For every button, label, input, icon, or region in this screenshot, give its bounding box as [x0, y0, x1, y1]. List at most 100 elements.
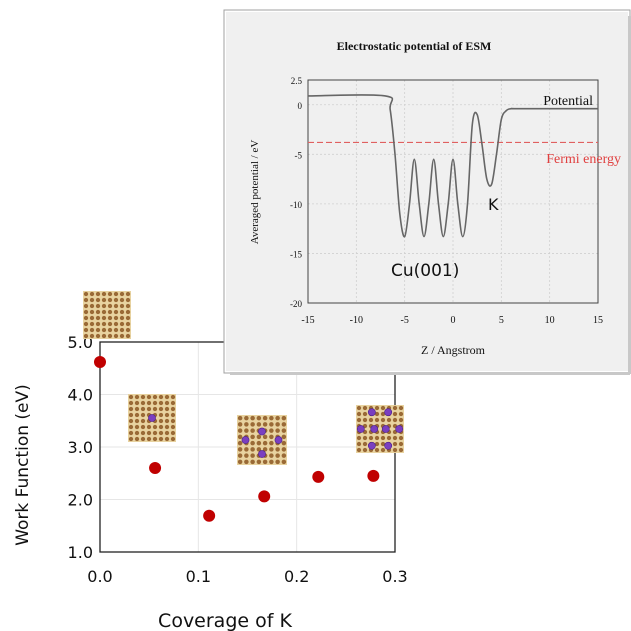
cu-atom: [158, 424, 164, 430]
cu-atom: [89, 321, 95, 327]
cu-atom: [134, 400, 140, 406]
main-data-points: [94, 355, 380, 522]
cu-atom: [237, 447, 243, 452]
cu-atom: [119, 327, 125, 333]
cu-atom: [158, 400, 164, 406]
cu-atom: [269, 453, 274, 458]
cu-atom: [125, 291, 131, 297]
cu-atom: [164, 424, 170, 430]
inset-title: Electrostatic potential of ESM: [337, 39, 492, 53]
cu-atom: [101, 327, 107, 333]
cu-atom: [107, 315, 113, 321]
cu-atom: [113, 333, 119, 339]
cu-atom: [95, 309, 101, 315]
cu-atom: [374, 417, 380, 423]
cu-atom: [356, 411, 362, 417]
cu-atom: [244, 447, 249, 452]
cu-atom: [170, 412, 176, 418]
cu-atom: [95, 315, 101, 321]
inset-shadow-right: [628, 16, 631, 374]
cu-atom: [113, 297, 119, 303]
inset-y-tick-label: 2.5: [291, 76, 303, 86]
cu-atom: [374, 435, 380, 441]
cu-atom: [140, 400, 146, 406]
cu-atom: [113, 327, 119, 333]
work-function-point: [258, 490, 271, 503]
cu-atom: [170, 424, 176, 430]
cu-atom: [152, 436, 158, 442]
cu-atom: [134, 406, 140, 412]
cu-atom: [368, 417, 374, 423]
cu-atom: [158, 412, 164, 418]
cu-atom: [119, 297, 125, 303]
cu-atom: [152, 394, 158, 400]
cu-atom: [392, 417, 398, 423]
lattice-inset-k-4: [237, 415, 287, 465]
cu-atom: [164, 412, 170, 418]
cu-atom: [107, 333, 113, 339]
lattice-inset-k-1: [128, 394, 176, 442]
cu-atom: [83, 327, 89, 333]
cu-atom: [368, 435, 374, 441]
cu-atom: [152, 400, 158, 406]
cu-atom: [152, 424, 158, 430]
cu-atom: [250, 415, 255, 421]
main-x-tick-label: 0.2: [284, 567, 309, 586]
cu-atom: [269, 459, 274, 465]
cu-atom: [107, 309, 113, 315]
cu-atom: [158, 430, 164, 436]
lattice-background: [83, 291, 131, 339]
cu-atom: [164, 400, 170, 406]
cu-atom: [392, 435, 398, 441]
cu-atom: [146, 436, 152, 442]
inset-y-tick-label: -20: [290, 299, 302, 309]
cu-atom: [89, 291, 95, 297]
cu-atom: [95, 291, 101, 297]
cu-atom: [356, 405, 362, 411]
cu-atom: [250, 422, 255, 427]
cu-atom: [125, 327, 131, 333]
cu-atom: [128, 430, 134, 436]
cu-atom: [125, 333, 131, 339]
cu-atom: [398, 417, 404, 423]
cu-atom: [374, 441, 380, 447]
cu-atom: [146, 424, 152, 430]
cu-atom: [256, 422, 262, 427]
cu-atom: [146, 394, 152, 400]
cu-atom: [237, 453, 243, 458]
cu-atom: [119, 303, 125, 309]
cu-atom: [101, 315, 107, 321]
k-atom: [381, 425, 390, 433]
cu-atom: [107, 321, 113, 327]
inset-x-tick-label: -5: [400, 315, 408, 326]
cu-atom: [101, 291, 107, 297]
cu-atom: [356, 447, 362, 453]
cu-atom: [83, 297, 89, 303]
cu-atom: [398, 435, 404, 441]
cu-atom: [134, 424, 140, 430]
inset-x-axis-label: Z / Angstrom: [421, 343, 486, 357]
cu-atom: [244, 453, 249, 458]
inset-x-tick-label: -10: [350, 315, 363, 326]
cu-atom: [356, 435, 362, 441]
cu-atom: [262, 415, 268, 421]
work-function-chart: 1.02.03.04.05.00.0 0.1 0.2 0.3 Coverage of …: [13, 333, 408, 631]
cu-atom: [250, 459, 255, 465]
cu-atom: [113, 309, 119, 315]
cu-atom: [89, 303, 95, 309]
inset-x-tick-label: 5: [499, 315, 504, 326]
cu-atom: [269, 428, 274, 433]
cu-atom: [101, 309, 107, 315]
cu-atom: [281, 459, 287, 465]
cu-atom: [101, 333, 107, 339]
cu-atom: [128, 412, 134, 418]
cu-atom: [128, 418, 134, 424]
cu-atom: [362, 405, 368, 411]
cu-atom: [125, 309, 131, 315]
cu-atom: [134, 436, 140, 442]
cu-atom: [140, 394, 146, 400]
cu-atom: [262, 447, 268, 452]
cu-atom: [250, 453, 255, 458]
main-x-tick-label: 0.3: [382, 567, 407, 586]
